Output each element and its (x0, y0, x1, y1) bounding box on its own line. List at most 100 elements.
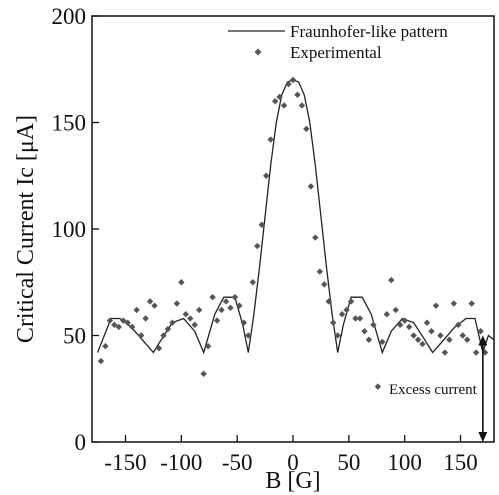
data-point (160, 332, 167, 339)
data-point (271, 98, 279, 105)
data-point (196, 306, 203, 314)
data-point (249, 279, 256, 286)
data-point (245, 332, 252, 339)
data-point (182, 311, 189, 318)
data-point (379, 338, 386, 346)
data-point (347, 298, 355, 305)
data-point (236, 302, 243, 309)
x-tick-label: 150 (443, 450, 478, 475)
data-point (464, 336, 471, 343)
data-point (401, 317, 408, 324)
data-point (155, 345, 163, 352)
data-point (142, 315, 149, 322)
data-point (169, 319, 176, 326)
data-point (222, 298, 230, 305)
data-point (455, 321, 462, 329)
y-tick-label: 0 (75, 430, 87, 455)
excess-current-label: Excess current (389, 382, 478, 398)
data-point (213, 317, 221, 324)
data-point (263, 172, 270, 179)
data-point (446, 336, 453, 343)
data-point (432, 302, 440, 309)
data-point (298, 102, 306, 109)
data-point (258, 221, 265, 228)
data-point (459, 332, 466, 339)
data-point (321, 281, 328, 288)
data-point (397, 321, 404, 329)
excess-current-annotation: Excess current (389, 335, 488, 442)
data-point (338, 311, 346, 318)
data-point (334, 332, 341, 339)
data-point (191, 321, 198, 329)
data-point (383, 311, 390, 318)
data-point (267, 136, 274, 143)
data-point (231, 293, 239, 301)
data-point (289, 76, 297, 84)
data-point (414, 336, 422, 343)
legend-marker-swatch (254, 48, 262, 56)
data-point (173, 300, 181, 307)
legend-label-experimental: Experimental (290, 43, 382, 62)
y-tick-label: 50 (63, 324, 86, 349)
data-point (115, 323, 122, 331)
fraunhofer-line (96, 79, 495, 355)
data-point (137, 332, 145, 339)
x-tick-label: -150 (104, 450, 146, 475)
data-point (111, 321, 118, 329)
data-point (388, 276, 395, 284)
data-point (204, 342, 212, 350)
data-point (307, 183, 315, 190)
y-axis-title: Critical Current Ic [μA] (13, 115, 39, 343)
arrow-head-up (478, 335, 488, 346)
data-point (356, 315, 364, 322)
y-tick-label: 150 (52, 111, 87, 136)
x-tick-label: 100 (387, 450, 422, 475)
data-point (410, 332, 417, 339)
data-point (218, 306, 225, 314)
data-point (477, 328, 484, 335)
data-point (392, 306, 399, 314)
data-point (294, 91, 301, 99)
data-point (330, 319, 337, 326)
data-point (146, 298, 154, 305)
x-tick-label: -100 (160, 450, 202, 475)
data-point (303, 125, 310, 133)
legend-label-fraunhofer: Fraunhofer-like pattern (290, 22, 448, 41)
data-point (187, 315, 194, 322)
arrow-head-down (478, 432, 488, 442)
data-point (419, 340, 426, 348)
data-point (254, 242, 261, 250)
legend-marker-diamond (254, 48, 262, 56)
data-point (428, 328, 435, 335)
data-point (343, 306, 350, 314)
data-point (352, 315, 359, 322)
data-point (164, 325, 172, 333)
data-point (325, 298, 332, 305)
x-axis-title: B [G] (265, 468, 320, 494)
data-point (178, 279, 185, 286)
data-point (151, 302, 158, 309)
data-point (133, 306, 140, 314)
data-point (370, 321, 377, 329)
data-point (450, 300, 457, 307)
data-point (312, 234, 319, 241)
data-point (423, 319, 431, 326)
y-tick-label: 200 (52, 4, 87, 29)
experimental-points (97, 76, 489, 390)
data-point (285, 80, 292, 88)
data-point (437, 332, 444, 339)
data-point (209, 293, 216, 301)
data-point (365, 336, 373, 343)
data-point (468, 300, 475, 307)
data-point (276, 93, 283, 101)
legend: Fraunhofer-like pattern Experimental (228, 22, 448, 62)
data-point (316, 268, 323, 275)
data-point (405, 323, 413, 331)
x-tick-label: -50 (222, 450, 253, 475)
data-point (227, 304, 234, 312)
data-point (120, 317, 127, 324)
data-point (361, 328, 368, 335)
data-point (472, 349, 480, 356)
data-point (106, 317, 114, 324)
